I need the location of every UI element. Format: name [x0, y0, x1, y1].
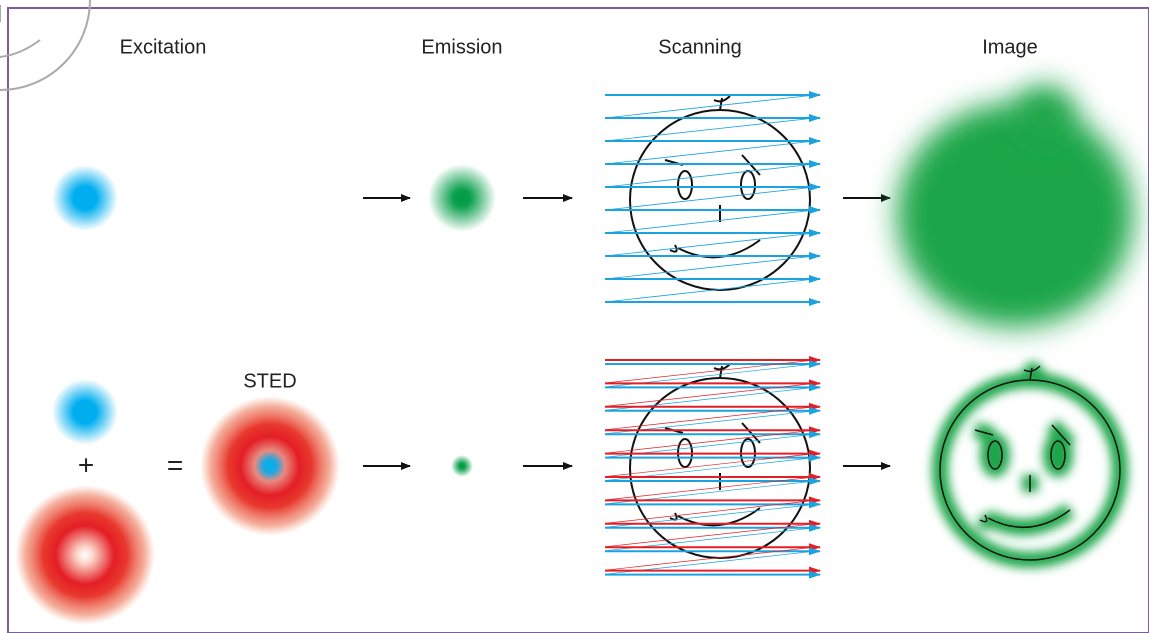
header: Emission — [421, 36, 502, 58]
scan-line — [605, 141, 815, 164]
depletion-spot — [15, 485, 155, 625]
excitation-spot — [52, 165, 118, 231]
sted-spot — [200, 396, 340, 536]
emission-spot — [451, 455, 473, 477]
smiley — [630, 96, 810, 290]
plus-sign: + — [78, 449, 94, 480]
scan-line — [605, 279, 815, 302]
header: Excitation — [120, 36, 207, 58]
image-sharp — [940, 366, 1120, 560]
page: Excitation Emission Scanning Image STED … — [0, 0, 1149, 633]
scan-lines — [605, 360, 820, 575]
scan-line — [605, 95, 815, 118]
excitation-spot — [52, 379, 118, 445]
scan-lines — [605, 95, 820, 302]
arrows — [363, 198, 890, 466]
header: Image — [982, 36, 1038, 58]
diagram: Excitation Emission Scanning Image STED … — [0, 0, 1149, 633]
sted-label: STED — [243, 370, 296, 392]
emission-spot — [428, 164, 496, 232]
scan-line — [605, 187, 815, 210]
scan-line — [605, 233, 815, 256]
scan-line — [605, 210, 815, 233]
scan-line — [605, 256, 815, 279]
header: Scanning — [658, 36, 741, 58]
equals-sign: = — [167, 449, 183, 480]
